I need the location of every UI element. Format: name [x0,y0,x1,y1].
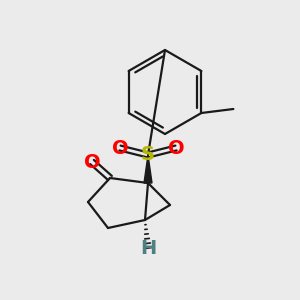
Text: S: S [141,146,155,164]
Text: O: O [112,139,128,158]
Text: H: H [140,238,156,257]
Text: O: O [84,152,100,172]
Text: O: O [168,139,184,158]
Polygon shape [144,155,152,183]
